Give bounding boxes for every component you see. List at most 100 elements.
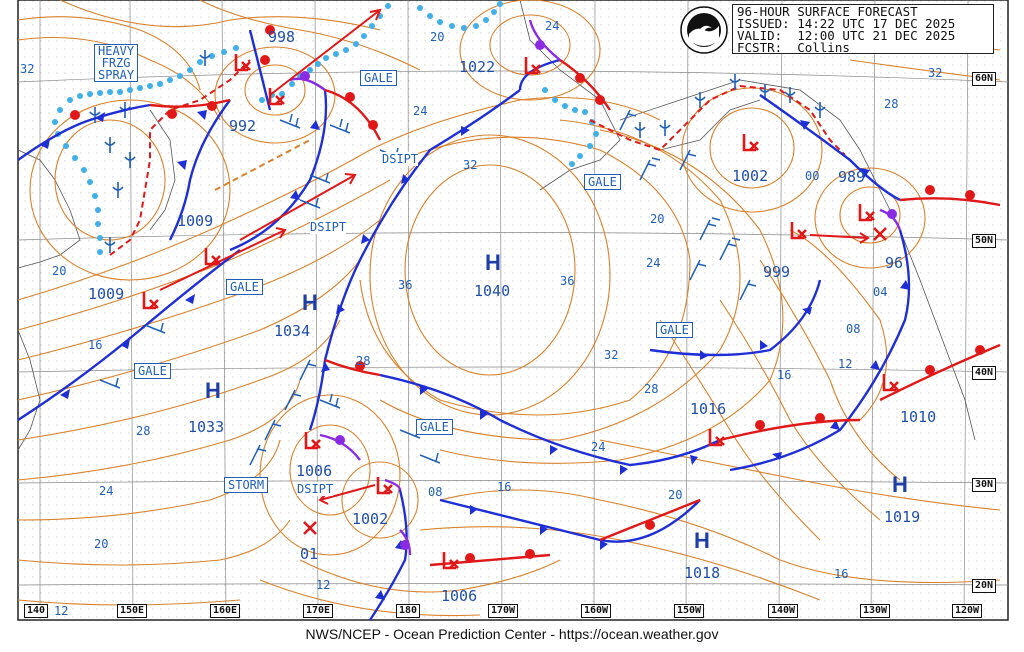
lon-label-180: 180	[396, 604, 421, 618]
isobar-label: 32	[928, 66, 943, 80]
isobar-label: 24	[545, 19, 560, 33]
lon-label-170e: 170E	[303, 604, 334, 618]
low-pressure-value: 1009	[88, 285, 125, 303]
low-pressure-value: 998	[268, 28, 296, 46]
dot-grid	[18, 0, 1008, 620]
high-center: H	[205, 378, 221, 403]
header-forecaster: FCSTR: Collins	[737, 40, 850, 55]
high-center: H	[485, 250, 501, 275]
isobar-label: 16	[834, 567, 849, 581]
isobar-label: 16	[88, 338, 103, 352]
warning-line-heavy: HEAVY	[98, 44, 135, 58]
freezing-spray-symbols	[89, 50, 826, 253]
low-pressure-value: 96	[885, 254, 904, 272]
low-pressure-value: 1016	[690, 400, 727, 418]
noaa-logo	[680, 6, 728, 54]
low-pressure-value: 999	[763, 263, 791, 281]
warning-line-spray: SPRAY	[98, 68, 135, 82]
storm-warning: STORM	[224, 477, 269, 493]
isobar-label: 20	[94, 537, 109, 551]
low-pressure-value: 1022	[459, 58, 496, 76]
storm-track-arrows	[159, 8, 870, 505]
lon-label-140w: 140W	[768, 604, 799, 618]
high-pressure-value: 1034	[274, 322, 311, 340]
high-center: H	[302, 290, 318, 315]
isobar-label: 16	[777, 368, 792, 382]
lon-label-140: 140	[24, 604, 49, 618]
low-pressure-value: 01	[300, 545, 319, 563]
lat-label-40n: 40N	[972, 366, 997, 380]
lat-label-20n: 20N	[972, 579, 997, 593]
isobar-label: 24	[591, 440, 606, 454]
freezing-spray-region	[109, 59, 846, 256]
heavy-freezing-spray-warning: HEAVY FRZG SPRAY	[94, 44, 139, 82]
isobar-label: 08	[846, 322, 861, 336]
high-pressure-value: 1018	[684, 564, 721, 582]
storm-track-dashed	[214, 139, 311, 191]
isobar-label: 00	[805, 169, 820, 183]
isobar-label: 32	[20, 62, 35, 76]
isobar-label: 28	[136, 424, 151, 438]
isobar-label: 12	[54, 604, 69, 618]
header-valid: VALID: 12:00 UTC 21 DEC 2025	[737, 28, 956, 43]
isobar-label: 20	[430, 30, 445, 44]
map-frame	[17, 0, 1009, 621]
high-center: H	[694, 528, 710, 553]
lon-label-160e: 160E	[210, 604, 241, 618]
gale-warning: GALE	[134, 363, 171, 379]
lon-label-160w: 160W	[581, 604, 612, 618]
gale-warning: GALE	[584, 174, 621, 190]
isobar-label: 28	[884, 97, 899, 111]
isobar-label: 16	[497, 480, 512, 494]
isobar-label: 36	[560, 274, 575, 288]
high-pressure-value: 1033	[188, 418, 225, 436]
isobar-label: 28	[644, 382, 659, 396]
isobar-label: 12	[838, 357, 853, 371]
lon-label-150w: 150W	[674, 604, 705, 618]
footer-credit: NWS/NCEP - Ocean Prediction Center - htt…	[305, 626, 719, 642]
gale-warning: GALE	[226, 279, 263, 295]
forecast-header: 96-HOUR SURFACE FORECAST ISSUED: 14:22 U…	[732, 4, 994, 54]
lon-label-130w: 130W	[860, 604, 891, 618]
low-pressure-value: 1002	[732, 167, 769, 185]
low-pressure-value: 1010	[900, 408, 937, 426]
header-issued: ISSUED: 14:22 UTC 17 DEC 2025	[737, 16, 956, 31]
cold-front-triangles	[40, 110, 910, 600]
graticule	[17, 0, 1009, 621]
gale-warning: GALE	[360, 70, 397, 86]
isobar-label: 24	[646, 256, 661, 270]
isobar-label: 28	[356, 354, 371, 368]
isobar-label: 12	[316, 578, 331, 592]
isobar-label: 20	[52, 264, 67, 278]
isobar-label: 32	[463, 158, 478, 172]
lon-label-150e: 150E	[117, 604, 148, 618]
high-center: H	[892, 472, 908, 497]
lat-label-30n: 30N	[972, 478, 997, 492]
low-pressure-value: 1002	[352, 510, 389, 528]
high-pressure-value: 1040	[474, 282, 511, 300]
low-pressure-value: 1009	[177, 212, 214, 230]
isobar-label: 20	[668, 488, 683, 502]
isobar-label: 36	[398, 278, 413, 292]
lon-label-120w: 120W	[952, 604, 983, 618]
high-pressure-value: 1019	[884, 508, 921, 526]
isobar-label: 04	[873, 285, 888, 299]
isobar-label: 24	[413, 104, 428, 118]
warm-front-semicircles	[70, 25, 985, 563]
dissipating-label: DSIPT	[382, 152, 419, 166]
dissipating-label: DSIPT	[297, 482, 334, 496]
low-pressure-value: 989	[838, 168, 866, 186]
header-title: 96-HOUR SURFACE FORECAST	[737, 4, 918, 19]
isobar-label: 24	[99, 484, 114, 498]
low-pressure-value: 1006	[296, 462, 333, 480]
isobar-label: 32	[604, 348, 619, 362]
gale-warning: GALE	[416, 419, 453, 435]
dissipating-label: DSIPT	[310, 220, 347, 234]
gale-warning: GALE	[656, 322, 693, 338]
isobar-label: 20	[650, 212, 665, 226]
low-pressure-value: 992	[229, 117, 257, 135]
low-pressure-value: 1006	[441, 587, 478, 605]
isobars	[17, 0, 1001, 617]
lat-label-60n: 60N	[972, 72, 997, 86]
